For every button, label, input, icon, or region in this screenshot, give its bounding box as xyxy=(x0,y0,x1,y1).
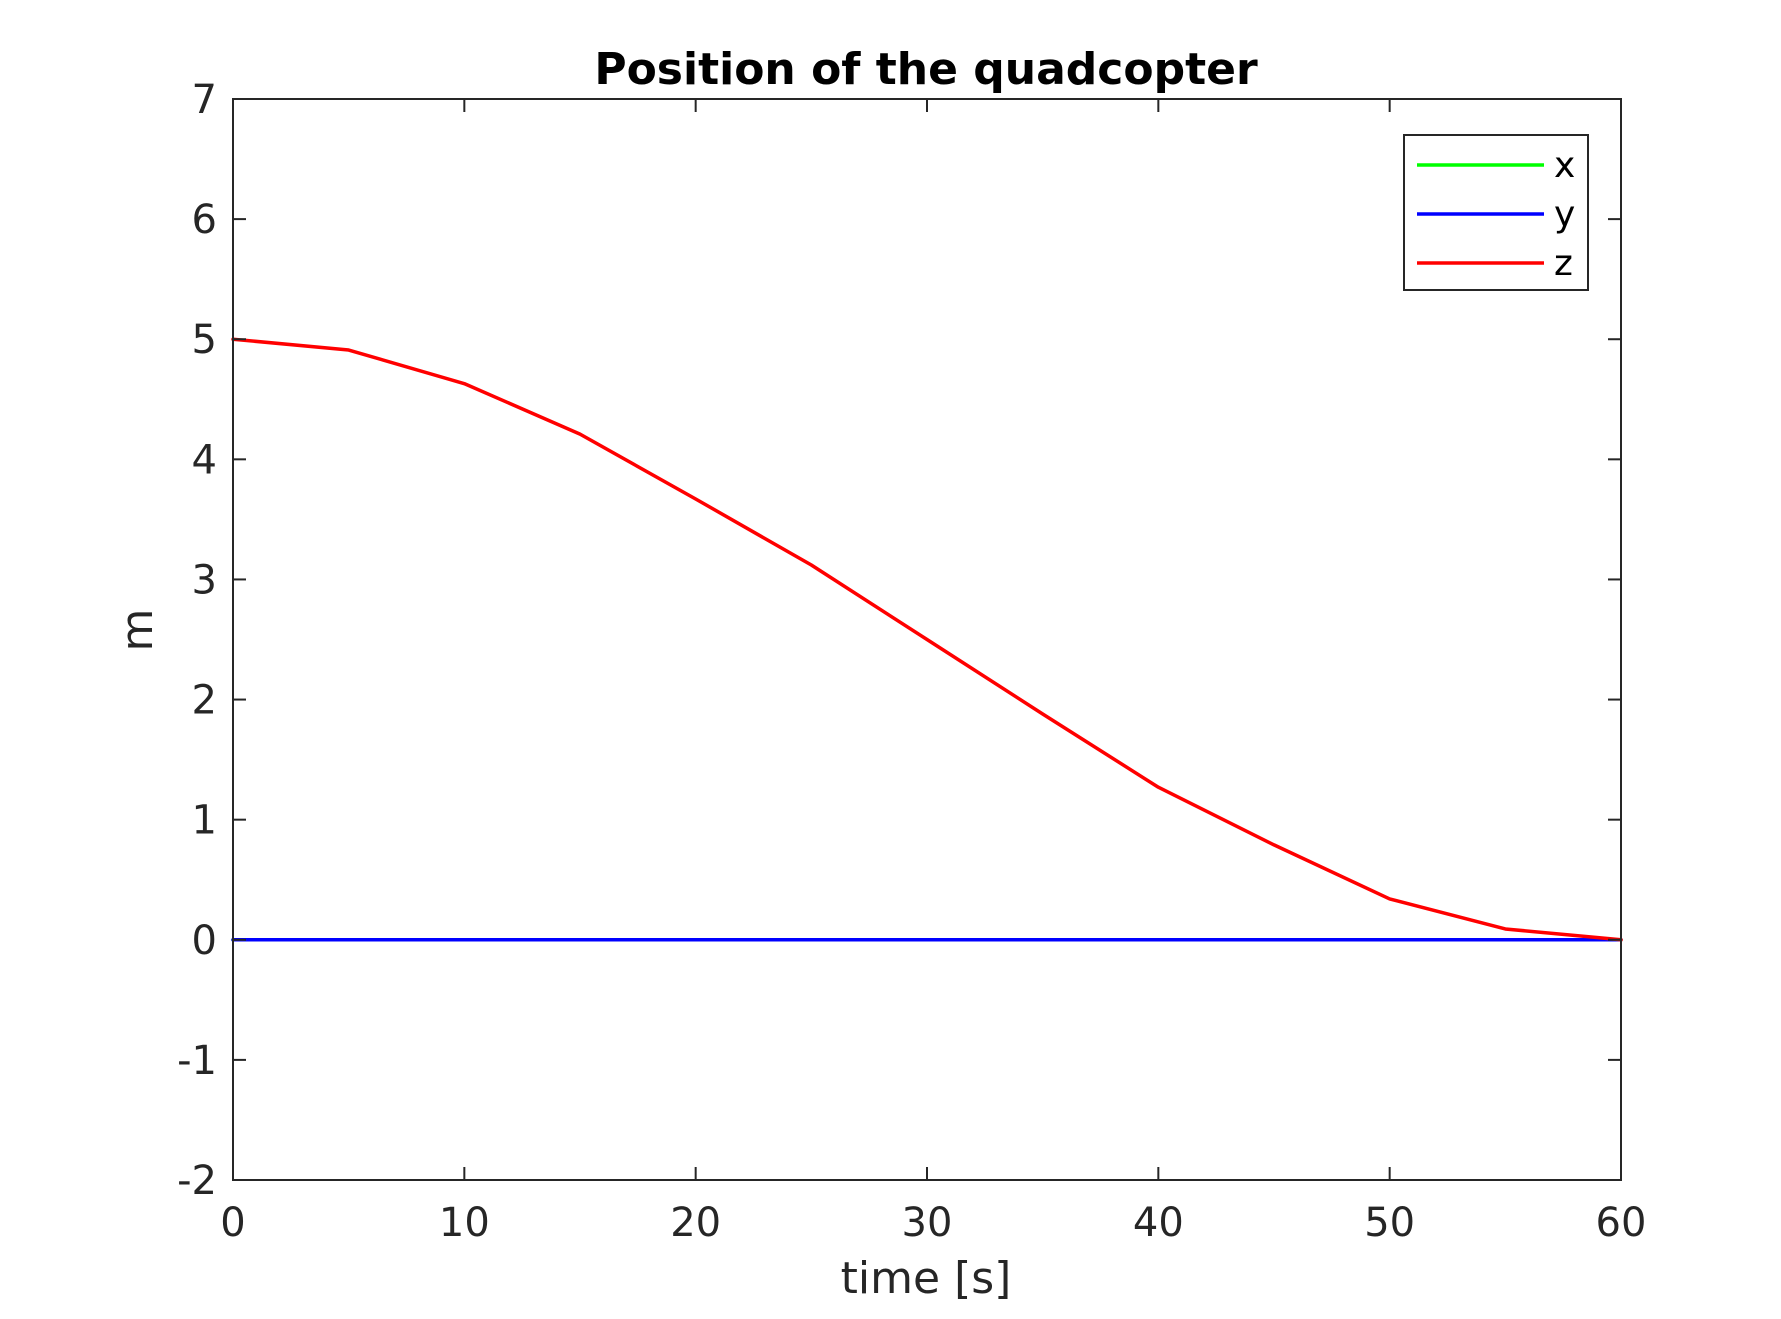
x-axis-label: time [s] xyxy=(841,1253,1012,1304)
legend-label-z: z xyxy=(1554,243,1573,284)
legend-label-x: x xyxy=(1554,145,1575,186)
y-tick-label: 1 xyxy=(192,798,217,844)
x-tick-label: 50 xyxy=(1364,1200,1415,1246)
series-line-z xyxy=(231,337,1623,942)
y-tick-label: -1 xyxy=(177,1038,217,1084)
x-tick-label: 0 xyxy=(220,1200,245,1246)
y-axis-label: m xyxy=(112,609,163,652)
y-tick-label: 5 xyxy=(192,317,217,363)
y-tick-label: 6 xyxy=(192,197,217,243)
legend-label-y: y xyxy=(1554,194,1575,235)
y-tick-label: 7 xyxy=(192,77,217,123)
plot-area: 0 10 20 30 40 50 60 -2 -1 0 1 2 3 4 5 6 7 xyxy=(177,77,1646,1246)
x-tick-label: 40 xyxy=(1133,1200,1184,1246)
legend: xyz xyxy=(1403,134,1589,291)
y-tick-label: 0 xyxy=(192,918,217,964)
x-tick-label: 30 xyxy=(902,1200,953,1246)
chart-title: Position of the quadcopter xyxy=(594,44,1258,95)
y-tick-label: -2 xyxy=(177,1158,217,1204)
y-tick-label: 4 xyxy=(192,437,217,483)
x-tick-label: 10 xyxy=(439,1200,490,1246)
x-tick-label: 20 xyxy=(670,1200,721,1246)
x-tick-label: 60 xyxy=(1596,1200,1647,1246)
y-tick-label: 3 xyxy=(192,557,217,603)
y-tick-label: 2 xyxy=(192,678,217,724)
